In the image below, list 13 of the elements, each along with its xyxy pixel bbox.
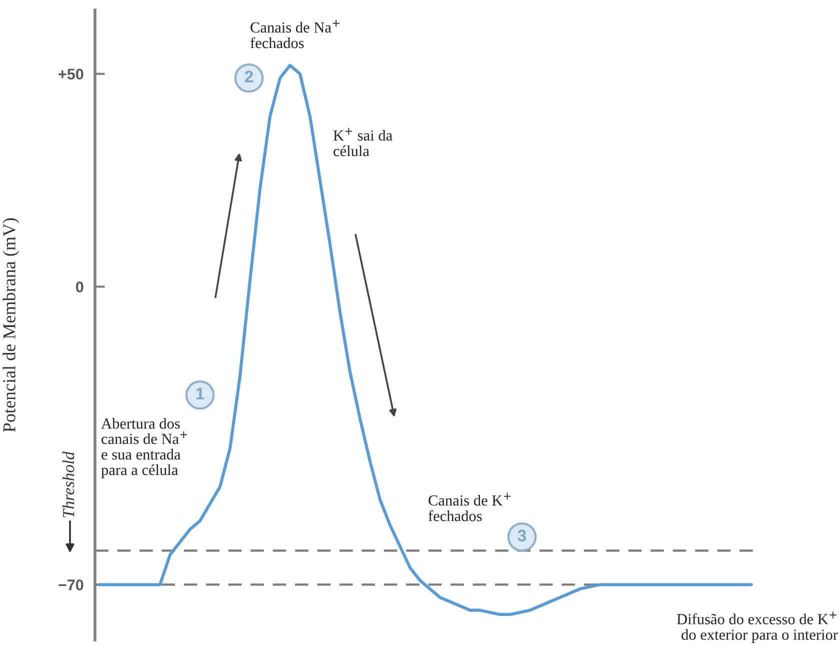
annotation: Abertura dos canais de Na$^{+}$ e sua entrada para a célula bbox=[101, 418, 188, 478]
annotation: 3 bbox=[518, 530, 526, 542]
annotation: Difusão do excesso de K$^{+}$ do exterior para o interior bbox=[676, 612, 838, 643]
y-tick-label: 0 bbox=[76, 282, 84, 292]
y-tick-label: −70 bbox=[58, 580, 84, 590]
y-axis-title: Potencial de Membrana (mV) bbox=[2, 218, 20, 432]
text: Canais de Na$^{+}$ fechados bbox=[250, 20, 340, 48]
annotation: 1 bbox=[196, 388, 204, 400]
annotation: K$^{+}$ sai da célula bbox=[333, 128, 392, 156]
annotation: 2 bbox=[244, 70, 253, 82]
y-tick-label: +50 bbox=[58, 68, 84, 80]
ref-line-label: Threshold bbox=[62, 451, 74, 518]
text: Canais de K$^{+}$ fechados bbox=[428, 492, 511, 522]
